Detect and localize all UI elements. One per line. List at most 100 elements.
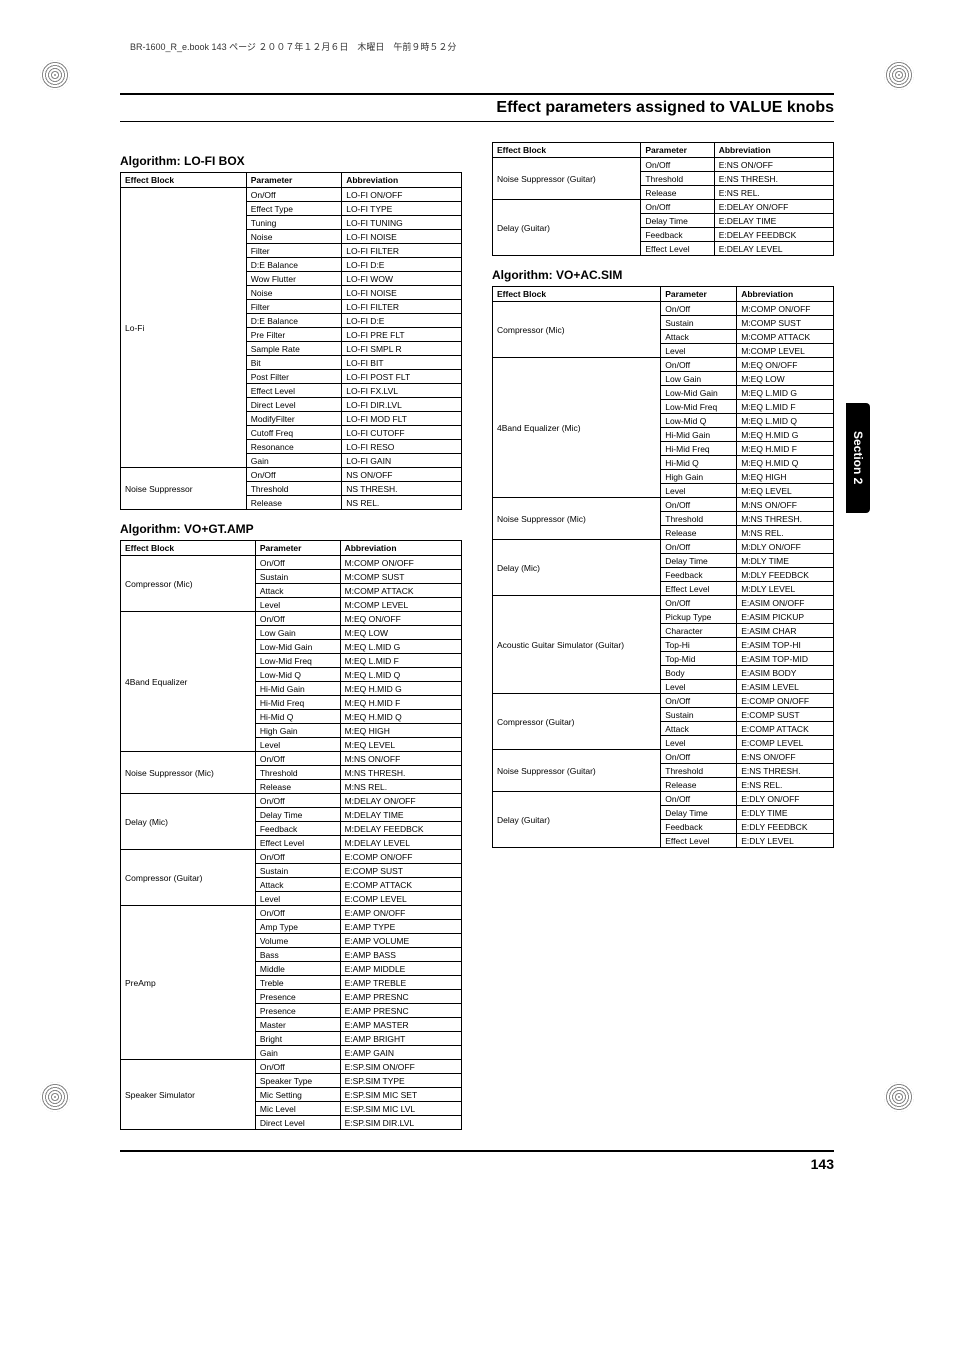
abbr-cell: LO-FI RESO <box>342 440 462 454</box>
abbr-cell: M:NS ON/OFF <box>737 498 834 512</box>
param-cell: Noise <box>246 230 341 244</box>
table-row: Noise Suppressor (Guitar)On/OffE:NS ON/O… <box>493 750 834 764</box>
abbr-cell: LO-FI NOISE <box>342 286 462 300</box>
param-cell: Pickup Type <box>661 610 737 624</box>
abbr-cell: E:COMP LEVEL <box>340 892 461 906</box>
param-cell: ModifyFilter <box>246 412 341 426</box>
param-cell: On/Off <box>246 188 341 202</box>
param-cell: Attack <box>661 330 737 344</box>
abbr-cell: E:ASIM CHAR <box>737 624 834 638</box>
param-cell: On/Off <box>255 556 340 570</box>
block-cell: Delay (Mic) <box>121 794 256 850</box>
param-cell: Body <box>661 666 737 680</box>
block-cell: Noise Suppressor (Mic) <box>121 752 256 794</box>
param-cell: Low-Mid Gain <box>661 386 737 400</box>
table-row: Compressor (Guitar)On/OffE:COMP ON/OFF <box>121 850 462 864</box>
abbr-cell: E:ASIM BODY <box>737 666 834 680</box>
abbr-cell: LO-FI CUTOFF <box>342 426 462 440</box>
param-cell: Pre Filter <box>246 328 341 342</box>
abbr-cell: M:COMP ATTACK <box>737 330 834 344</box>
table-row: Delay (Mic)On/OffM:DLY ON/OFF <box>493 540 834 554</box>
abbr-cell: M:EQ LOW <box>737 372 834 386</box>
abbr-cell: E:DLY TIME <box>737 806 834 820</box>
abbr-cell: LO-FI MOD FLT <box>342 412 462 426</box>
th-param: Parameter <box>641 143 714 158</box>
abbr-cell: NS ON/OFF <box>342 468 462 482</box>
table-row: Speaker SimulatorOn/OffE:SP.SIM ON/OFF <box>121 1060 462 1074</box>
param-cell: Threshold <box>661 764 737 778</box>
abbr-cell: M:DLY ON/OFF <box>737 540 834 554</box>
abbr-cell: E:AMP TREBLE <box>340 976 461 990</box>
page-number: 143 <box>120 1150 834 1172</box>
param-cell: Top-Hi <box>661 638 737 652</box>
param-cell: On/Off <box>661 750 737 764</box>
param-cell: Low-Mid Q <box>661 414 737 428</box>
param-cell: On/Off <box>255 1060 340 1074</box>
param-cell: On/Off <box>661 596 737 610</box>
abbr-cell: LO-FI GAIN <box>342 454 462 468</box>
param-cell: Sustain <box>255 570 340 584</box>
table-row: Noise Suppressor (Mic)On/OffM:NS ON/OFF <box>121 752 462 766</box>
abbr-cell: M:EQ LEVEL <box>737 484 834 498</box>
abbr-cell: NS REL. <box>342 496 462 510</box>
abbr-cell: LO-FI DIR.LVL <box>342 398 462 412</box>
left-column: Algorithm: LO-FI BOX Effect BlockParamet… <box>120 142 462 1130</box>
block-cell: Delay (Guitar) <box>493 200 641 256</box>
abbr-cell: M:COMP LEVEL <box>340 598 461 612</box>
param-cell: Effect Type <box>246 202 341 216</box>
param-cell: On/Off <box>255 612 340 626</box>
abbr-cell: LO-FI FILTER <box>342 300 462 314</box>
abbr-cell: M:EQ L.MID F <box>340 654 461 668</box>
table-vogtamp: Effect BlockParameterAbbreviationCompres… <box>120 540 462 1130</box>
abbr-cell: E:AMP MIDDLE <box>340 962 461 976</box>
abbr-cell: E:SP.SIM ON/OFF <box>340 1060 461 1074</box>
param-cell: Sample Rate <box>246 342 341 356</box>
abbr-cell: M:COMP ATTACK <box>340 584 461 598</box>
param-cell: On/Off <box>255 850 340 864</box>
param-cell: On/Off <box>661 358 737 372</box>
param-cell: Level <box>661 484 737 498</box>
table-row: Noise Suppressor (Guitar)On/OffE:NS ON/O… <box>493 158 834 172</box>
abbr-cell: E:ASIM ON/OFF <box>737 596 834 610</box>
abbr-cell: LO-FI TYPE <box>342 202 462 216</box>
param-cell: Attack <box>255 584 340 598</box>
abbr-cell: M:NS REL. <box>340 780 461 794</box>
abbr-cell: NS THRESH. <box>342 482 462 496</box>
abbr-cell: E:DELAY ON/OFF <box>714 200 833 214</box>
param-cell: Mic Setting <box>255 1088 340 1102</box>
abbr-cell: E:AMP MASTER <box>340 1018 461 1032</box>
param-cell: Effect Level <box>246 384 341 398</box>
param-cell: Feedback <box>255 822 340 836</box>
table-row: Delay (Guitar)On/OffE:DLY ON/OFF <box>493 792 834 806</box>
block-cell: Compressor (Guitar) <box>493 694 661 750</box>
param-cell: Release <box>641 186 714 200</box>
abbr-cell: M:DLY TIME <box>737 554 834 568</box>
table-row: Compressor (Guitar)On/OffE:COMP ON/OFF <box>493 694 834 708</box>
abbr-cell: M:EQ H.MID G <box>737 428 834 442</box>
abbr-cell: M:EQ ON/OFF <box>737 358 834 372</box>
block-cell: Noise Suppressor (Guitar) <box>493 158 641 200</box>
param-cell: Hi-Mid Gain <box>661 428 737 442</box>
th-block: Effect Block <box>493 143 641 158</box>
abbr-cell: M:EQ L.MID G <box>737 386 834 400</box>
param-cell: Attack <box>255 878 340 892</box>
param-cell: Effect Level <box>661 834 737 848</box>
table-voacsim: Effect BlockParameterAbbreviationCompres… <box>492 286 834 848</box>
table-row: Compressor (Mic)On/OffM:COMP ON/OFF <box>121 556 462 570</box>
param-cell: Hi-Mid Q <box>255 710 340 724</box>
param-cell: Feedback <box>641 228 714 242</box>
abbr-cell: LO-FI SMPL R <box>342 342 462 356</box>
block-cell: Delay (Guitar) <box>493 792 661 848</box>
param-cell: Mic Level <box>255 1102 340 1116</box>
block-cell: Compressor (Mic) <box>121 556 256 612</box>
abbr-cell: LO-FI FILTER <box>342 244 462 258</box>
param-cell: Threshold <box>641 172 714 186</box>
abbr-cell: M:COMP SUST <box>340 570 461 584</box>
abbr-cell: M:EQ L.MID Q <box>737 414 834 428</box>
abbr-cell: LO-FI D:E <box>342 258 462 272</box>
abbr-cell: LO-FI FX.LVL <box>342 384 462 398</box>
abbr-cell: M:EQ L.MID G <box>340 640 461 654</box>
abbr-cell: E:SP.SIM MIC LVL <box>340 1102 461 1116</box>
abbr-cell: M:NS REL. <box>737 526 834 540</box>
param-cell: Level <box>661 736 737 750</box>
